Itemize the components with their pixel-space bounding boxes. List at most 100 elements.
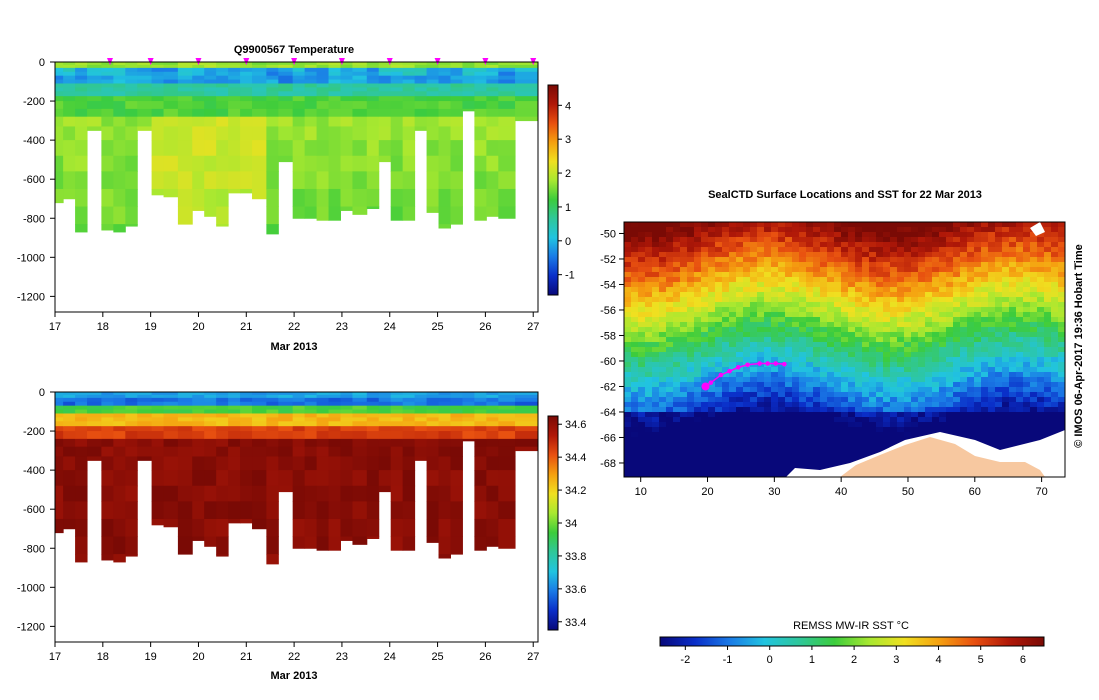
temperature-cell [177, 83, 193, 88]
temperature-cell [75, 224, 88, 233]
sst-cell [771, 452, 779, 458]
sst-cell [638, 402, 646, 408]
sst-cell [925, 407, 933, 413]
sst-cell [869, 442, 877, 448]
sst-cell [1044, 257, 1052, 263]
sst-cell [911, 322, 919, 328]
sst-cell [1044, 232, 1052, 238]
sst-cell [715, 287, 723, 293]
salinity-cell [498, 413, 516, 418]
sst-cell [694, 357, 702, 363]
sst-cell [967, 262, 975, 268]
temperature-cell [125, 64, 138, 69]
temperature-cell [204, 116, 217, 127]
salinity-cell [515, 392, 538, 396]
sst-cell [1044, 352, 1052, 358]
sst-cell [729, 337, 737, 343]
sst-cell [771, 462, 779, 468]
sst-cell [722, 462, 730, 468]
temperature-cell [378, 75, 392, 81]
salinity-cell [498, 518, 516, 538]
sst-cell [778, 227, 786, 233]
sst-cell [988, 247, 996, 253]
sst-cell [967, 367, 975, 373]
sst-cell [883, 412, 891, 418]
temperature-cell [390, 67, 404, 73]
sst-cell [890, 317, 898, 323]
sst-cell [1023, 437, 1031, 443]
sst-cell [806, 237, 814, 243]
sst-cell [1030, 237, 1038, 243]
salinity-cell [177, 431, 193, 440]
sst-cell [1016, 402, 1024, 408]
sst-cell [806, 437, 814, 443]
sst-cell [792, 347, 800, 353]
sst-cell [820, 282, 828, 288]
sst-cell [799, 237, 807, 243]
sst-cell [883, 317, 891, 323]
sst-cell [743, 307, 751, 313]
temperature-cell [151, 75, 165, 81]
sst-cell [939, 317, 947, 323]
sst-cell [834, 362, 842, 368]
sst-cell [694, 342, 702, 348]
sst-cell [981, 227, 989, 233]
salinity-cell [366, 438, 380, 448]
sst-cell [897, 337, 905, 343]
sst-cell [680, 417, 688, 423]
sst-cell [624, 342, 632, 348]
sst-cell [967, 377, 975, 383]
sst-cell [1016, 222, 1024, 228]
sst-cell [953, 342, 961, 348]
sst-cell [799, 432, 807, 438]
temperature-cell [204, 91, 217, 97]
sst-cell [799, 312, 807, 318]
sst-cell [694, 247, 702, 253]
temperature-cell [474, 171, 487, 190]
temperature-cell [486, 155, 499, 172]
sst-cell [960, 382, 968, 388]
salinity-cell [87, 409, 102, 414]
salinity-cell [240, 401, 253, 407]
temperature-cell [390, 108, 404, 118]
sst-cell [897, 292, 905, 298]
sst-cell [778, 247, 786, 253]
sst-cell [925, 382, 933, 388]
temperature-cell [75, 171, 88, 190]
sst-cell [771, 277, 779, 283]
sst-cell [638, 377, 646, 383]
sst-cell [638, 277, 646, 283]
temperature-cell [204, 64, 217, 69]
temperature-cell [450, 62, 463, 66]
sst-cell [890, 427, 898, 433]
sst-cell [1051, 377, 1059, 383]
salinity-cell [204, 456, 217, 471]
temperature-cell [87, 64, 102, 69]
sst-cell [988, 357, 996, 363]
sst-cell [869, 367, 877, 373]
sst-cell [890, 357, 898, 363]
sst-cell [771, 457, 779, 463]
sst-cell [1016, 312, 1024, 318]
temperature-cell [450, 140, 463, 157]
sst-cell [897, 297, 905, 303]
sst-cell [743, 247, 751, 253]
temperature-cell [204, 206, 217, 217]
temperature-cell [390, 64, 404, 69]
sst-cell [1009, 242, 1017, 248]
sst-cell [729, 392, 737, 398]
sst-cell [722, 307, 730, 313]
sst-cell [673, 362, 681, 368]
sst-cell [890, 402, 898, 408]
sst-cell [953, 317, 961, 323]
lat-tick-label: -50 [600, 228, 616, 240]
sst-cell [925, 372, 933, 378]
sst-cell [1009, 372, 1017, 378]
salinity-cell [352, 401, 368, 407]
sst-cell [666, 302, 674, 308]
salinity-cell [486, 431, 499, 440]
sst-cell [736, 232, 744, 238]
sst-cell [904, 377, 912, 383]
sst-cell [799, 452, 807, 458]
sst-cell [960, 262, 968, 268]
